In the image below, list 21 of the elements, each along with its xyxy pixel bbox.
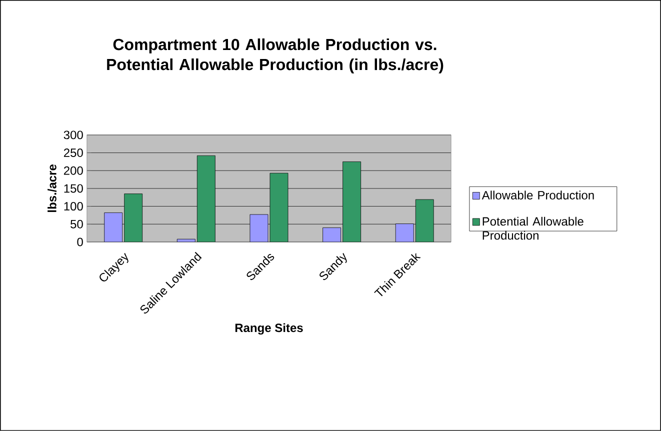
bar [250,214,268,242]
bar [104,212,123,242]
bar [196,155,216,242]
y-tick-label: 200 [64,166,83,175]
y-tick-label: 300 [64,130,83,140]
chart-title: Compartment 10 Allowable Production vs. Potential Allowable Production (in lbs./acre) [107,38,444,74]
x-axis-title: Range Sites [235,323,303,335]
bar [415,199,434,242]
y-tick-label: 0 [77,238,83,246]
y-tick-label: 50 [70,220,83,228]
y-tick-label: 100 [64,202,83,211]
y-tick-label: 250 [64,148,83,158]
legend-label: Allowable Production [482,190,594,200]
bar [395,224,414,242]
bar [322,228,342,242]
legend-label: Potential Allowable Production [482,216,584,240]
y-tick-label: 150 [64,184,83,193]
bar [124,194,143,242]
bar [270,172,288,242]
y-axis-title: lbs./acre [48,164,56,212]
bar [342,162,362,242]
